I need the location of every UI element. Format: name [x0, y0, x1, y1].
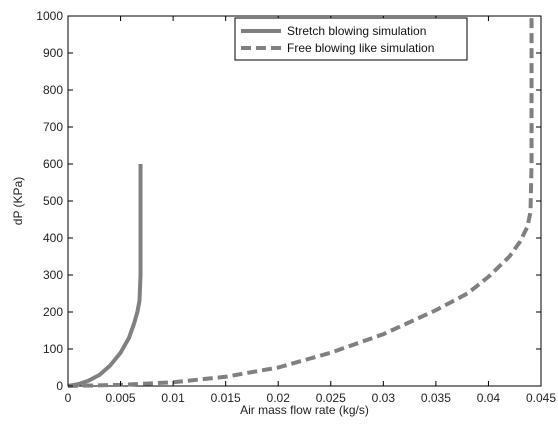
- y-tick-label: 700: [43, 120, 63, 134]
- y-tick-label: 400: [43, 231, 63, 245]
- x-tick-label: 0.03: [372, 391, 396, 405]
- x-tick-label: 0.01: [161, 391, 185, 405]
- y-tick-label: 100: [43, 342, 63, 356]
- y-tick-label: 200: [43, 305, 63, 319]
- legend-label-2: Free blowing like simulation: [287, 41, 434, 55]
- x-tick-label: 0: [65, 391, 72, 405]
- x-tick-label: 0.035: [421, 391, 451, 405]
- y-tick-label: 600: [43, 157, 63, 171]
- legend-box: [234, 17, 468, 61]
- y-tick-label: 0: [56, 379, 63, 393]
- x-axis-title: Air mass flow rate (kg/s): [240, 403, 369, 417]
- y-tick-label: 300: [43, 268, 63, 282]
- x-tick-label: 0.005: [106, 391, 136, 405]
- legend: Stretch blowing simulation Free blowing l…: [234, 17, 468, 61]
- y-axis-title: dP (KPa): [11, 177, 25, 225]
- series-layer: [67, 16, 534, 388]
- x-tick-label: 0.04: [477, 391, 501, 405]
- plot-frame: [67, 15, 542, 387]
- y-tick-label: 1000: [36, 9, 63, 23]
- y-tick-label: 800: [43, 83, 63, 97]
- y-tick-label: 500: [43, 194, 63, 208]
- legend-label-1: Stretch blowing simulation: [287, 24, 426, 38]
- x-tick-label: 0.015: [211, 391, 241, 405]
- x-tick-label: 0.025: [316, 391, 346, 405]
- series-line-1: [67, 164, 143, 388]
- plot-area: [67, 15, 542, 387]
- x-tick-label: 0.02: [267, 391, 291, 405]
- axes-layer: 0 0.005 0.01 0.015 0.02 0.025 0.03 0.035 0.04 0.0…: [36, 9, 556, 405]
- series-line-2: [67, 16, 534, 388]
- y-tick-label: 900: [43, 46, 63, 60]
- x-tick-label: 0.045: [526, 391, 556, 405]
